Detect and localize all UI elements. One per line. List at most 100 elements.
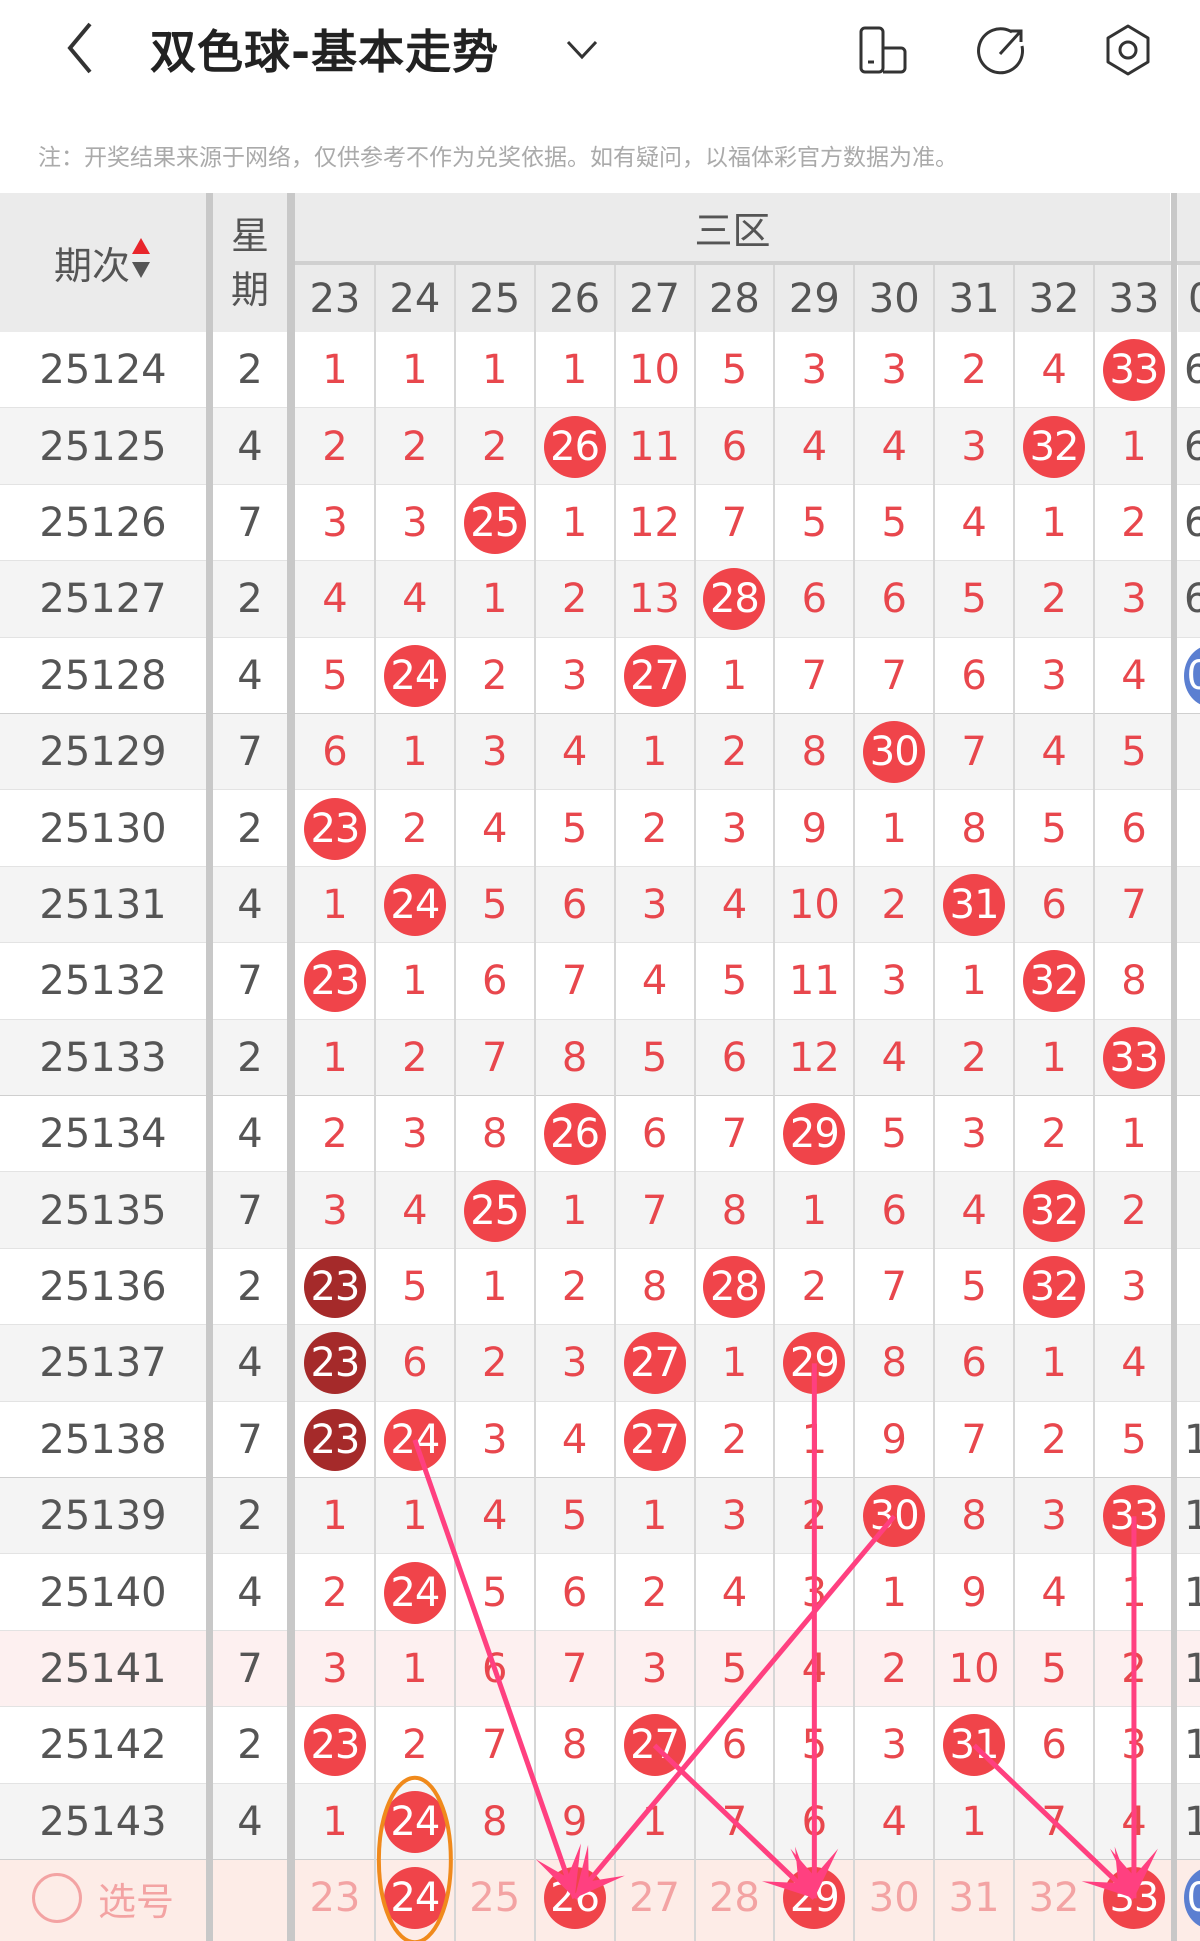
chevron-down-icon[interactable]: [562, 30, 602, 70]
table-cell[interactable]: 32: [1014, 1860, 1094, 1936]
table-cell[interactable]: 24: [375, 1860, 455, 1936]
table-cell: 24: [375, 1402, 455, 1478]
select-number[interactable]: 32: [1028, 1875, 1080, 1922]
select-toggle[interactable]: 选号: [0, 1860, 206, 1936]
table-cell[interactable]: 27: [615, 1860, 695, 1936]
zone-header-next: [1176, 193, 1200, 261]
omission-value: 6: [561, 881, 588, 928]
table-cell: 4: [455, 790, 535, 866]
table-cell: 4: [934, 1172, 1014, 1248]
table-cell: 5: [295, 638, 375, 714]
table-cell: 5: [934, 1249, 1014, 1325]
drawn-ball[interactable]: 33: [1102, 1867, 1165, 1930]
table-cell: 6: [695, 1707, 775, 1783]
chevron-left-icon[interactable]: [50, 18, 110, 78]
table-cell: 2: [375, 1020, 455, 1096]
drawn-ball[interactable]: 29: [783, 1867, 846, 1930]
table-cell: 1: [1094, 1554, 1174, 1630]
select-number[interactable]: 31: [948, 1875, 1000, 1922]
omission-value: 2: [402, 1034, 428, 1081]
omission-value: 2: [1121, 1187, 1147, 1234]
table-cell: 25: [455, 485, 535, 561]
omission-value: 5: [561, 805, 588, 852]
table-row: [0, 561, 1200, 638]
column-divider: [373, 265, 376, 1941]
period-number: 25134: [39, 1111, 167, 1158]
partial-cell: 6: [1178, 332, 1200, 408]
table-cell: 1: [1014, 485, 1094, 561]
table-cell[interactable]: 23: [295, 1860, 375, 1936]
table-cell: 4: [774, 408, 854, 484]
drawn-ball[interactable]: 26: [543, 1867, 606, 1930]
table-cell: 1: [375, 943, 455, 1019]
table-cell: 3: [1014, 638, 1094, 714]
zone-end-divider: [1171, 193, 1177, 1941]
column-header: 26: [534, 265, 615, 332]
table-cell: 1: [854, 790, 934, 866]
phone-layout-icon[interactable]: [855, 22, 911, 78]
drawn-ball: 25: [463, 1179, 526, 1242]
omission-value: 6: [1184, 499, 1200, 546]
table-cell: 3: [295, 485, 375, 561]
sort-arrows-icon[interactable]: [130, 236, 152, 289]
settings-icon[interactable]: [1100, 22, 1156, 78]
weekday: 2: [237, 1263, 263, 1310]
omission-value: 13: [629, 576, 680, 623]
omission-value: 1: [801, 1187, 828, 1234]
select-number[interactable]: 25: [469, 1875, 521, 1922]
table-row: [0, 714, 1200, 791]
radio-circle-icon[interactable]: [31, 1873, 82, 1924]
table-cell: 2: [535, 1249, 615, 1325]
table-cell: 2: [934, 332, 1014, 408]
select-number[interactable]: 28: [708, 1875, 760, 1922]
page-title[interactable]: 双色球-基本走势: [150, 25, 500, 79]
omission-value: 6: [482, 1645, 508, 1692]
omission-value: 1: [561, 499, 588, 546]
table-cell[interactable]: 25: [455, 1860, 535, 1936]
table-cell: 2: [695, 1402, 775, 1478]
period-divider: [206, 193, 213, 1941]
omission-value: 3: [322, 1645, 348, 1692]
table-cell[interactable]: 28: [695, 1860, 775, 1936]
omission-value: 1: [721, 1340, 748, 1387]
period-header[interactable]: 期次: [0, 193, 206, 332]
omission-value: 11: [788, 958, 840, 1005]
drawn-ball: 29: [783, 1332, 846, 1395]
omission-value: 6: [1184, 423, 1200, 470]
drawn-ball[interactable]: 24: [383, 1867, 446, 1930]
blue-ball[interactable]: 01: [1184, 1867, 1200, 1930]
table-cell[interactable]: 33: [1094, 1860, 1174, 1936]
omission-value: 8: [961, 805, 987, 852]
omission-value: 2: [482, 652, 508, 699]
column-header: 30: [854, 265, 935, 332]
column-header: 23: [295, 265, 375, 332]
table-cell[interactable]: 31: [934, 1860, 1014, 1936]
select-number[interactable]: 30: [868, 1875, 920, 1922]
table-cell: 1: [375, 332, 455, 408]
table-row: [0, 1325, 1200, 1402]
table-cell[interactable]: 30: [854, 1860, 934, 1936]
select-number[interactable]: 23: [309, 1875, 361, 1922]
omission-value: 3: [721, 805, 748, 852]
share-icon[interactable]: [974, 22, 1030, 78]
omission-value: 1: [402, 1645, 428, 1692]
table-cell[interactable]: 26: [535, 1860, 615, 1936]
table-cell: 8: [535, 1020, 615, 1096]
table-cell: 1: [455, 1249, 535, 1325]
week-divider: [287, 193, 295, 1941]
omission-value: 1: [1184, 1645, 1200, 1692]
omission-value: 3: [561, 1340, 588, 1387]
omission-value: 3: [881, 1722, 907, 1769]
omission-value: 9: [561, 1798, 588, 1845]
weekday: 7: [237, 729, 263, 776]
column-divider: [533, 265, 536, 1941]
table-cell[interactable]: 29: [774, 1860, 854, 1936]
drawn-ball: 26: [543, 1103, 606, 1166]
omission-value: 1: [1184, 1416, 1200, 1463]
partial-cell[interactable]: 01: [1178, 1860, 1200, 1936]
drawn-ball: 28: [703, 1255, 766, 1318]
omission-value: 7: [561, 1645, 588, 1692]
select-number[interactable]: 27: [629, 1875, 680, 1922]
table-cell: 5: [774, 485, 854, 561]
table-cell: 6: [535, 1554, 615, 1630]
